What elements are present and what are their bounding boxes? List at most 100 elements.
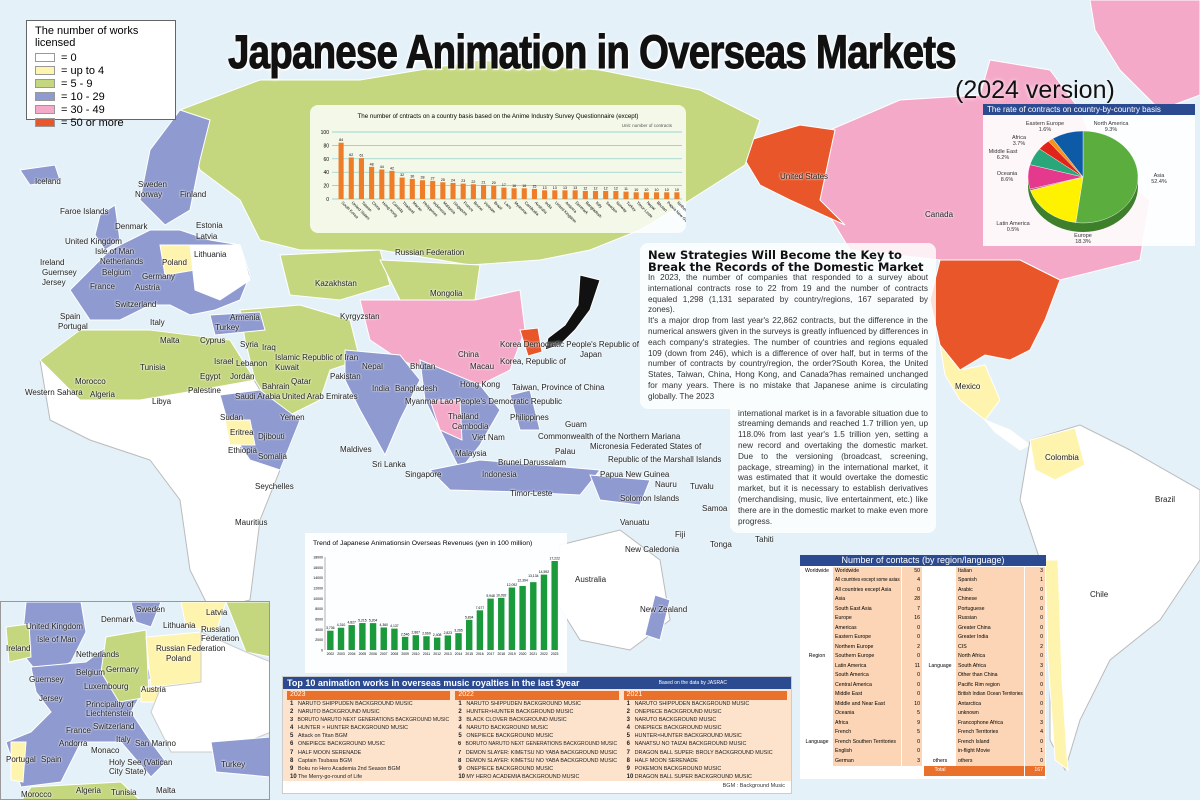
ranking-item: 7 HALF MOON SERENADE bbox=[290, 749, 450, 757]
bar bbox=[433, 637, 441, 650]
work-title: POKEMON BACKGROUND MUSIC bbox=[634, 765, 722, 772]
region-name: French Territories bbox=[956, 728, 1024, 738]
y-tick-label: 16000 bbox=[313, 566, 323, 570]
region-name: Latin America bbox=[833, 661, 901, 672]
map-country-label: Faroe Islands bbox=[60, 207, 109, 216]
korea bbox=[519, 327, 543, 357]
region-name: others bbox=[956, 756, 1024, 767]
region-name-text: Asia bbox=[835, 596, 846, 603]
map-country-label: Indonesia bbox=[482, 470, 517, 479]
contact-count: 4 bbox=[902, 576, 922, 586]
region-name: South East Asia bbox=[833, 604, 901, 615]
alaska bbox=[744, 124, 846, 226]
x-tick-label: 2023 bbox=[551, 652, 559, 656]
contacts-row: in-flight Movie 1 bbox=[924, 747, 1045, 757]
bar bbox=[450, 182, 456, 199]
ranking-item: 10The Merry-go-round of Life bbox=[290, 773, 450, 781]
region-name: Pacific Rim region bbox=[956, 680, 1024, 691]
map-country-label: Austria bbox=[135, 283, 160, 292]
region-name-text: Europe bbox=[835, 615, 852, 622]
bar bbox=[551, 561, 558, 650]
colombia bbox=[1029, 427, 1086, 481]
contact-count: 28 bbox=[902, 595, 922, 605]
work-title: NARUTO SHIPPUDEN BACKGROUND MUSIC bbox=[466, 701, 581, 707]
bar bbox=[674, 192, 680, 199]
contact-count: 0 bbox=[902, 671, 922, 681]
ranking-item: 2 NARUTO BACKGROUND MUSIC bbox=[290, 708, 450, 716]
group-label bbox=[924, 709, 956, 718]
x-tick-label: 2018 bbox=[497, 652, 505, 656]
ranking-item-content: 3 BORUTO NARUTO NEXT GENERATIONS BACKGROU… bbox=[290, 716, 449, 724]
top10-music-royalties-table: Top 10 animation works in overseas music… bbox=[282, 676, 792, 794]
bar-value-label: 12 bbox=[583, 186, 587, 190]
region-name-text: Russian bbox=[958, 615, 977, 622]
contact-count: 16 bbox=[902, 614, 922, 624]
bar-value-label: 12 bbox=[614, 186, 618, 190]
contacts-row: Russian 0 bbox=[924, 614, 1045, 624]
ranking-item: 5 HUNTER×HUNTER BACKGROUND MUSIC bbox=[627, 732, 787, 740]
group-label bbox=[801, 643, 833, 652]
y-tick-label: 14000 bbox=[313, 576, 323, 580]
inset-map-shapes bbox=[5, 602, 269, 799]
region-name-text: Central America bbox=[835, 681, 872, 688]
group-label bbox=[801, 633, 833, 642]
year-header: 2021 bbox=[623, 691, 787, 700]
contacts-row: South East Asia 7 bbox=[801, 604, 922, 615]
bar bbox=[369, 623, 377, 650]
contacts-row: Region Southern Europe 0 bbox=[801, 652, 922, 662]
contacts-row: Portuguese 0 bbox=[924, 604, 1045, 615]
map-country-label: Sri Lanka bbox=[372, 460, 406, 469]
ranking-item-content: 4 HUNTER × HUNTER BACKGROUND MUSIC bbox=[290, 724, 408, 732]
rank-number: 1 bbox=[626, 701, 630, 707]
map-country-label: Palestine bbox=[188, 386, 221, 395]
bar-value-label: 11 bbox=[624, 187, 628, 191]
map-country-label: Syria bbox=[240, 340, 259, 349]
contacts-row: North Africa 0 bbox=[924, 652, 1045, 662]
category-label: Italy bbox=[595, 200, 604, 209]
map-country-label: Qatar bbox=[291, 377, 312, 386]
contact-count: 3 bbox=[902, 756, 922, 767]
map-country-label: Timor-Leste bbox=[510, 489, 553, 498]
map-country-label: Maldives bbox=[340, 445, 372, 454]
legend-swatch bbox=[35, 92, 55, 101]
bar bbox=[633, 192, 639, 199]
rank-number: 6 bbox=[626, 741, 630, 748]
group-label bbox=[924, 624, 956, 633]
contacts-row: Americas 0 bbox=[801, 623, 922, 634]
legend-swatch bbox=[35, 79, 55, 88]
region-name-text: Greater China bbox=[958, 624, 991, 631]
group-label bbox=[924, 586, 956, 595]
region-name-text: Americas bbox=[835, 624, 857, 631]
bar bbox=[358, 158, 364, 199]
page-subtitle: (2024 version) bbox=[955, 76, 1115, 104]
group-label bbox=[924, 671, 956, 680]
x-tick-label: 2011 bbox=[423, 652, 430, 656]
y-tick-label: 80 bbox=[323, 143, 329, 149]
contact-count: 0 bbox=[1025, 585, 1045, 596]
work-title: ONEPIECE BACKGROUND MUSIC bbox=[634, 709, 722, 716]
contact-count: 1 bbox=[1025, 576, 1045, 586]
region-name-text: unknown bbox=[958, 710, 979, 717]
map-country-label: Ireland bbox=[40, 258, 65, 267]
inset-country-label: Latvia bbox=[206, 608, 228, 617]
rank-number: 9 bbox=[290, 765, 294, 772]
region-name-text: French bbox=[835, 729, 852, 736]
group-label bbox=[924, 738, 956, 747]
group-label bbox=[801, 624, 833, 633]
ranking-item-content: 9 POKEMON BACKGROUND MUSIC bbox=[627, 765, 722, 773]
rank-number: 3 bbox=[626, 717, 630, 724]
bar-value-label: 42 bbox=[390, 166, 394, 170]
bar bbox=[476, 610, 484, 650]
category-label: China bbox=[371, 200, 382, 211]
work-title: BORUTO NARUTO NEXT GENERATIONS BACKGROUN… bbox=[465, 741, 618, 748]
inset-country-label: Belgium bbox=[76, 668, 105, 677]
contacts-row: All countries except some asias 4 bbox=[801, 576, 922, 586]
bar-value-label: 48 bbox=[370, 162, 374, 166]
bar-value-label: 5,204 bbox=[369, 619, 378, 623]
bar bbox=[623, 191, 629, 199]
bar bbox=[664, 192, 670, 199]
group-label bbox=[924, 747, 956, 756]
inset-country-label: Isle of Man bbox=[37, 635, 77, 644]
rank-number: 4 bbox=[626, 725, 630, 732]
contact-count: 2 bbox=[902, 642, 922, 653]
